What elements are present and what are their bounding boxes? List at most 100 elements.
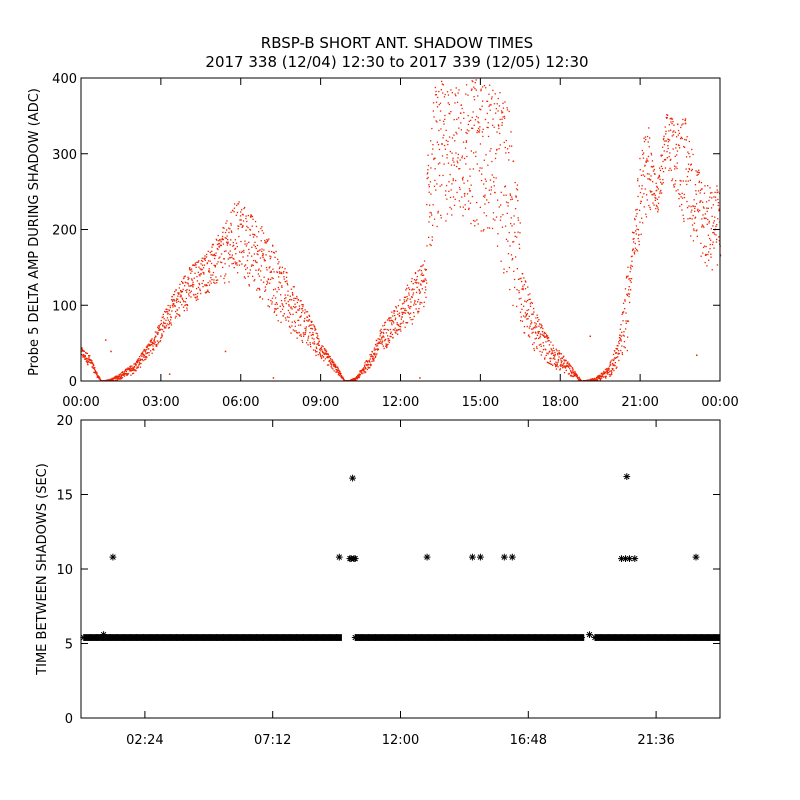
amplitude-point <box>447 143 449 146</box>
amplitude-point <box>273 295 275 297</box>
amplitude-point <box>478 170 480 172</box>
amplitude-point <box>616 366 618 368</box>
amplitude-point <box>259 249 261 251</box>
amplitude-point <box>541 333 543 336</box>
time-baseline-point <box>691 634 699 641</box>
amplitude-point <box>699 201 701 204</box>
amplitude-point <box>556 362 558 364</box>
time-baseline-point <box>551 634 559 641</box>
amplitude-point <box>319 354 321 356</box>
amplitude-point <box>247 272 249 274</box>
time-baseline-point <box>684 634 692 641</box>
amplitude-point <box>247 255 249 257</box>
amplitude-point <box>123 371 125 373</box>
amplitude-point <box>520 303 523 305</box>
amplitude-point <box>142 360 144 362</box>
amplitude-point <box>258 287 260 290</box>
amplitude-point <box>213 254 215 257</box>
amplitude-point <box>244 243 246 245</box>
amplitude-point <box>422 264 424 266</box>
amplitude-point <box>199 273 202 275</box>
asterisk-stroke <box>234 634 240 641</box>
amplitude-point <box>443 134 445 136</box>
amplitude-point <box>428 221 430 223</box>
amplitude-point <box>550 363 552 365</box>
amplitude-point <box>701 224 703 226</box>
amplitude-point <box>175 289 177 291</box>
amplitude-point <box>302 310 304 312</box>
amplitude-point <box>318 344 320 346</box>
amplitude-point <box>511 198 514 200</box>
asterisk-stroke <box>705 634 711 641</box>
amplitude-point <box>247 214 249 217</box>
amplitude-point <box>181 298 184 300</box>
amplitude-point <box>304 331 307 334</box>
amplitude-point <box>309 342 311 344</box>
amplitude-point <box>707 185 709 187</box>
amplitude-point <box>360 371 362 373</box>
amplitude-point <box>653 192 655 195</box>
asterisk-stroke <box>525 634 532 641</box>
amplitude-point <box>539 337 541 339</box>
amplitude-point <box>400 330 402 332</box>
amplitude-point <box>180 291 182 293</box>
amplitude-point <box>303 333 305 336</box>
amplitude-point <box>504 146 506 149</box>
amplitude-point <box>611 362 614 365</box>
amplitude-point <box>387 329 390 331</box>
amplitude-point <box>502 214 504 216</box>
amplitude-point <box>472 168 474 170</box>
amplitude-point <box>688 167 690 170</box>
amplitude-point <box>259 257 262 259</box>
amplitude-point <box>156 345 158 347</box>
amplitude-point <box>436 141 438 143</box>
asterisk-stroke <box>558 634 565 641</box>
amplitude-point <box>379 342 381 344</box>
amplitude-point <box>386 345 388 347</box>
amplitude-point <box>398 329 400 331</box>
amplitude-point <box>705 245 707 248</box>
amplitude-point <box>447 102 449 104</box>
amplitude-point <box>637 195 639 198</box>
amplitude-point <box>360 372 362 374</box>
amplitude-point <box>198 260 200 262</box>
amplitude-point <box>505 201 508 203</box>
amplitude-point <box>389 335 391 337</box>
amplitude-point <box>627 320 630 322</box>
amplitude-point <box>565 366 567 368</box>
amplitude-point <box>444 93 446 96</box>
asterisk-stroke <box>439 634 445 641</box>
amplitude-point <box>430 193 432 195</box>
amplitude-point <box>690 164 692 166</box>
amplitude-point <box>556 364 558 366</box>
amplitude-point <box>675 180 677 182</box>
amplitude-point <box>151 342 154 344</box>
amplitude-point <box>82 356 84 358</box>
amplitude-point <box>621 352 623 354</box>
amplitude-point <box>697 211 700 213</box>
amplitude-point <box>205 284 207 286</box>
amplitude-point <box>314 327 316 329</box>
amplitude-point <box>531 332 533 334</box>
time-point <box>692 553 700 561</box>
amplitude-point <box>653 204 655 206</box>
amplitude-point <box>129 365 131 368</box>
amplitude-point <box>222 238 224 241</box>
amplitude-point <box>551 363 553 365</box>
amplitude-point <box>500 260 502 262</box>
amplitude-point <box>685 156 688 158</box>
amplitude-point <box>636 228 638 230</box>
time-baseline-point <box>658 634 665 641</box>
amplitude-point <box>499 144 501 146</box>
amplitude-point <box>430 212 432 214</box>
amplitude-point <box>261 255 264 257</box>
amplitude-point <box>261 250 263 252</box>
time-baseline-point <box>698 634 705 641</box>
amplitude-point <box>396 310 398 312</box>
amplitude-point <box>152 348 154 351</box>
amplitude-point <box>485 180 487 182</box>
amplitude-point <box>452 159 454 161</box>
amplitude-point <box>484 203 486 205</box>
amplitude-point <box>140 362 142 365</box>
amplitude-point <box>666 114 668 116</box>
